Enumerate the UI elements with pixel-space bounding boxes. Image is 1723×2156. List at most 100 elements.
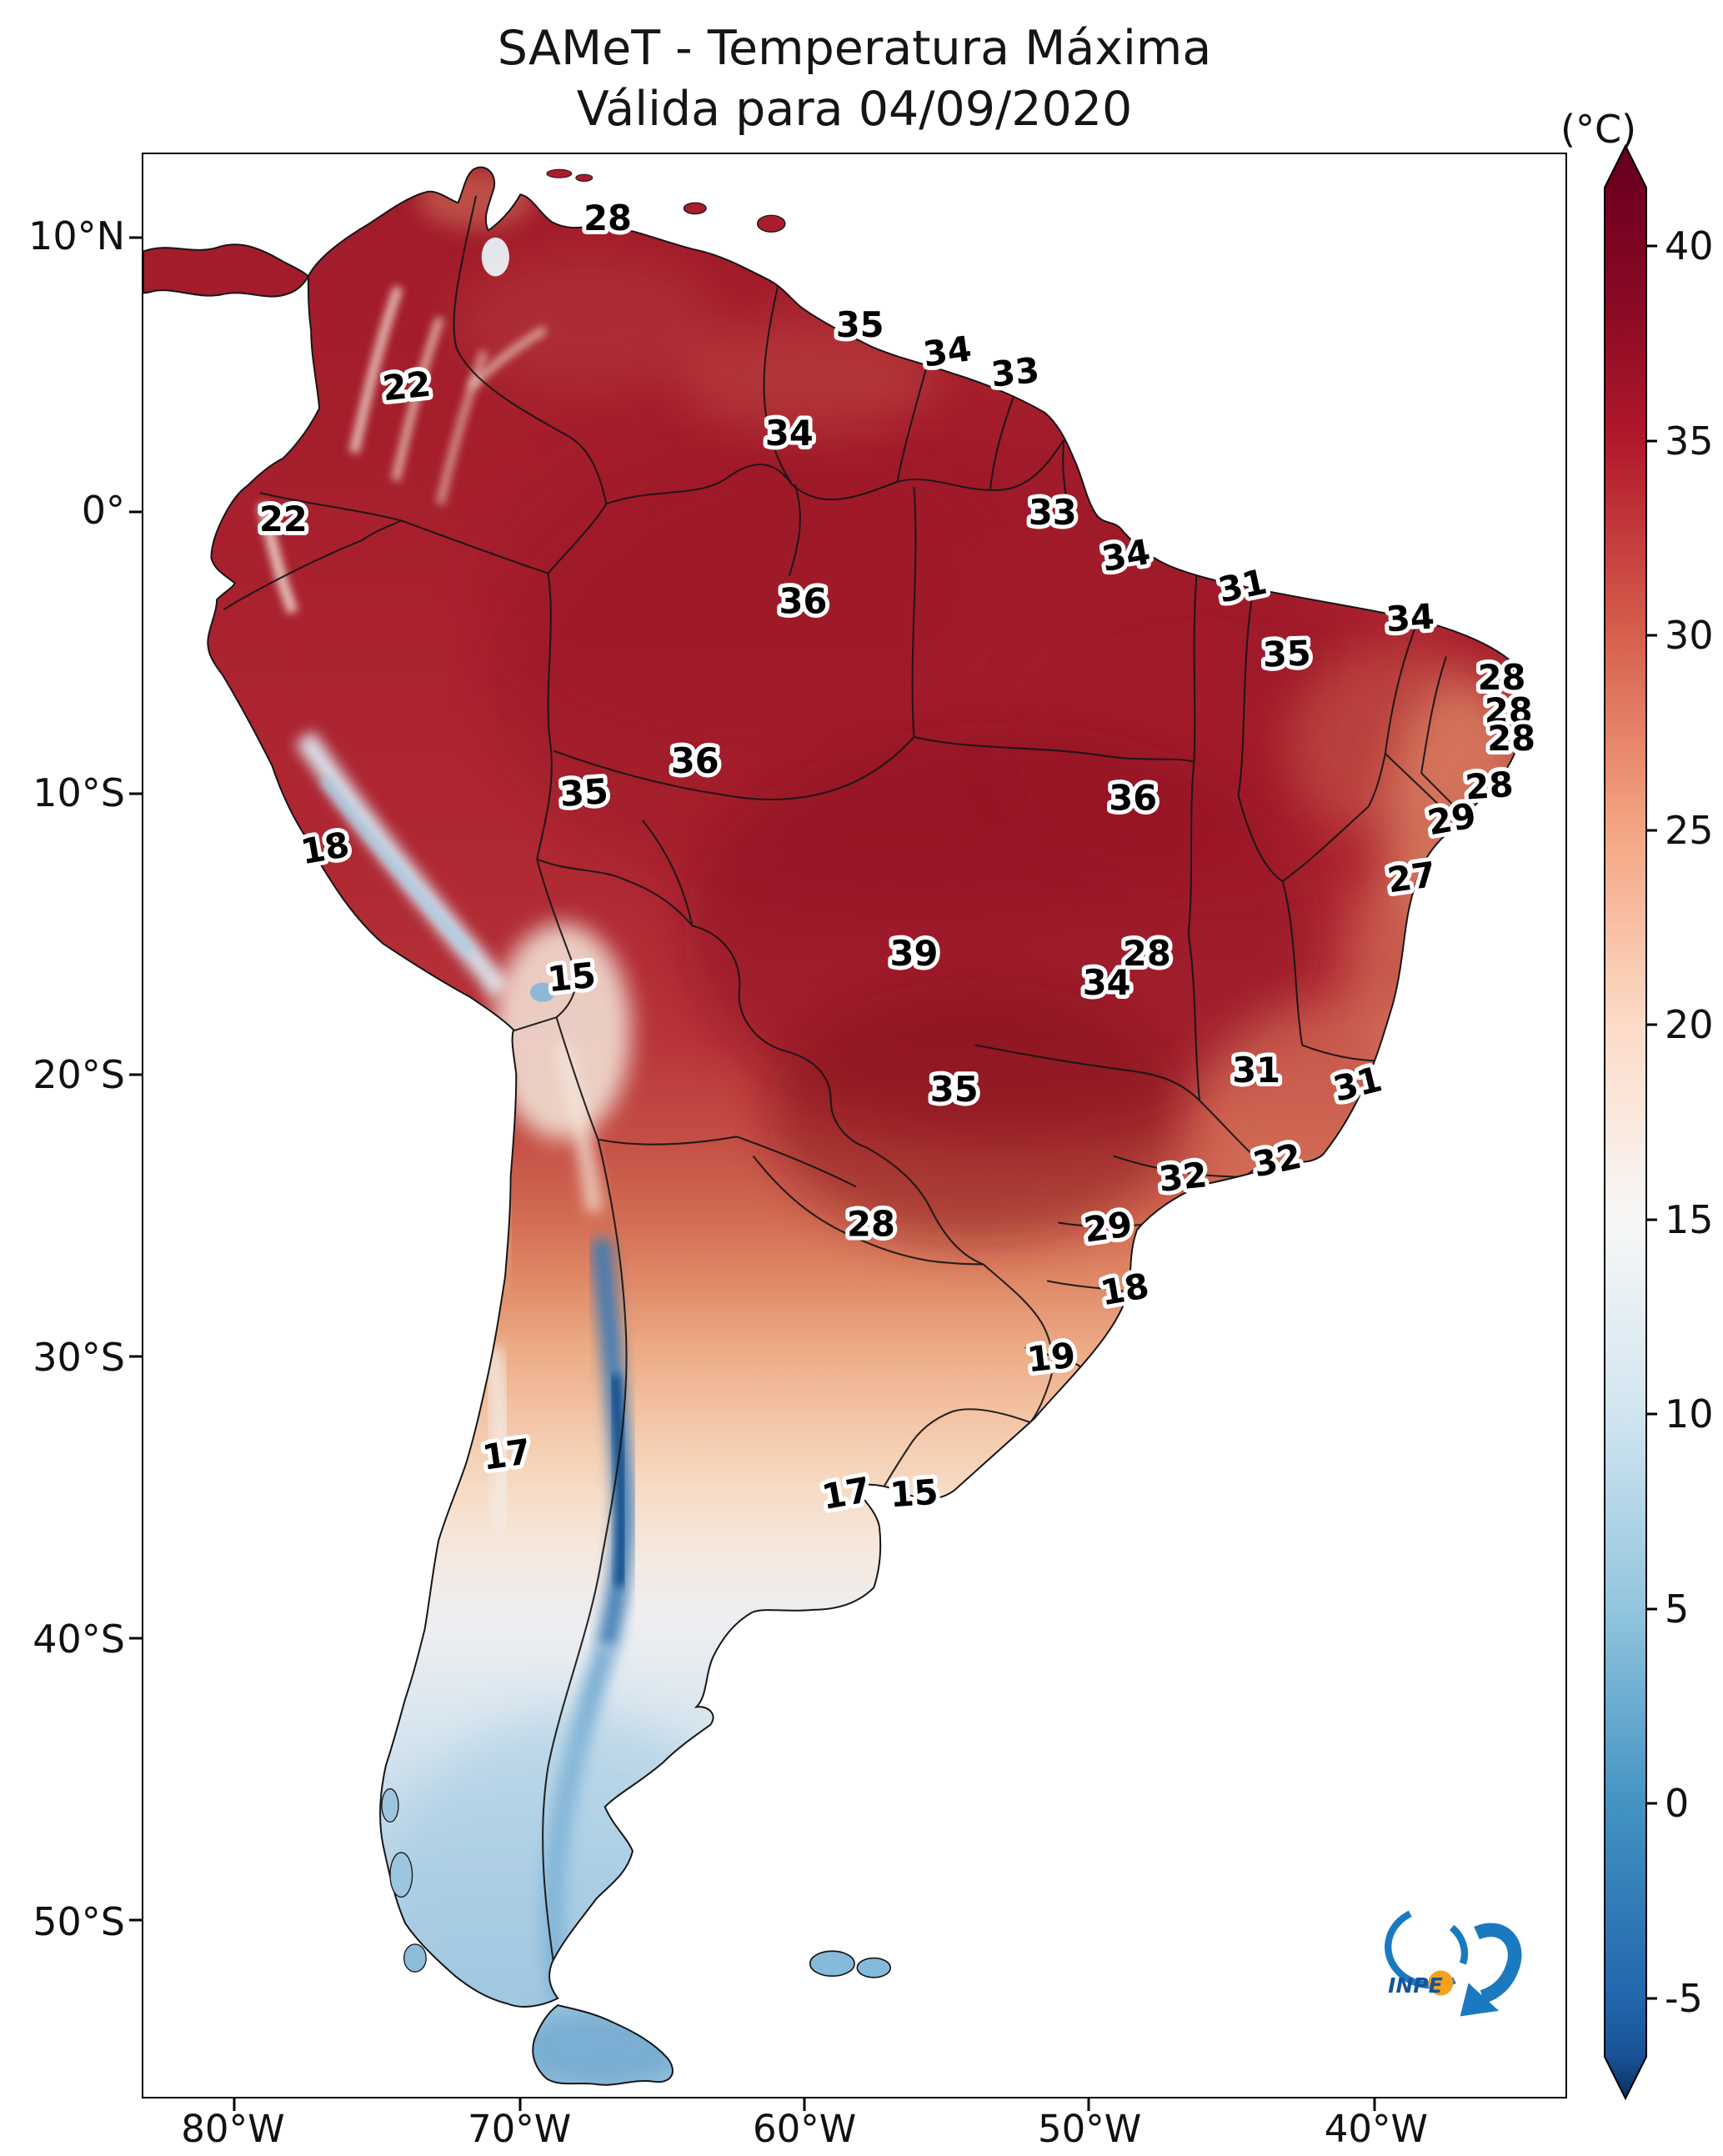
station-temp-label: 28 <box>1123 933 1171 974</box>
station-temp-label: 29 <box>1425 795 1479 843</box>
temperature-field <box>257 168 1520 2085</box>
colorbar-tick-label: 20 <box>1665 1002 1714 1048</box>
chart-title: SAMeT - Temperatura Máxima Válida para 0… <box>142 18 1567 140</box>
colorbar-tick-mark <box>1646 1607 1657 1611</box>
station-temp-label: 15 <box>545 955 598 1000</box>
y-tick-mark <box>129 1073 142 1076</box>
station-temp-label: 28 <box>1485 690 1533 731</box>
station-temp-label: 36 <box>1109 778 1157 819</box>
x-tick-mark <box>1373 2098 1376 2111</box>
x-axis: 80°W 70°W 60°W 50°W 40°W <box>142 2110 1567 2153</box>
y-tick-mark <box>129 1918 142 1922</box>
station-temp-label: 35 <box>558 770 609 815</box>
colorbar-tick-mark <box>1646 829 1657 832</box>
island-falkland-west <box>809 1950 855 1978</box>
station-temp-label: 29 <box>1081 1203 1134 1251</box>
lake-maracaibo <box>481 237 509 277</box>
station-temp-label: 34 <box>765 413 814 454</box>
station-temp-label: 33 <box>1029 492 1077 533</box>
x-tick-mark <box>1087 2098 1090 2111</box>
x-tick-label: 60°W <box>753 2107 857 2151</box>
station-temp-label: 32 <box>1157 1154 1210 1200</box>
x-tick-label: 40°W <box>1324 2107 1428 2151</box>
country-borders <box>223 195 1472 1964</box>
station-temp-label: 35 <box>930 1069 979 1110</box>
y-tick-mark <box>129 236 142 239</box>
colorbar-unit-label: (°C) <box>1560 107 1637 152</box>
y-tick-label: 10°S <box>33 770 125 815</box>
station-temp-label: 28 <box>1478 657 1526 698</box>
station-temp-label: 27 <box>1385 854 1438 901</box>
island-falkland-east <box>856 1957 892 1978</box>
y-tick-mark <box>129 1355 142 1358</box>
y-tick-label: 50°S <box>33 1898 125 1944</box>
y-tick-label: 20°S <box>33 1052 125 1098</box>
inpe-logo-arrowhead <box>1460 1983 1500 2017</box>
colorbar-tick-label: -5 <box>1665 1975 1703 2021</box>
station-temp-label: 35 <box>836 304 884 345</box>
colorbar-tick-mark <box>1646 244 1657 248</box>
x-tick-mark <box>518 2098 522 2111</box>
colorbar-tick-label: 15 <box>1665 1196 1714 1242</box>
x-tick-label: 50°W <box>1038 2107 1142 2151</box>
title-line2: Válida para 04/09/2020 <box>576 81 1133 137</box>
inpe-logo: INPE <box>1385 1910 1522 2017</box>
x-tick-label: 70°W <box>468 2107 572 2151</box>
islands <box>381 168 892 1978</box>
station-temp-label: 28 <box>847 1204 895 1245</box>
lake-titicaca <box>529 982 555 1002</box>
y-tick-label: 10°N <box>28 213 125 259</box>
station-temp-label: 22 <box>381 364 433 409</box>
station-temp-label: 31 <box>1232 1050 1280 1091</box>
colorbar-tick-label: 25 <box>1665 807 1714 853</box>
station-temp-label: 36 <box>779 580 828 621</box>
station-temp-label: 34 <box>920 328 974 375</box>
station-temp-label: 33 <box>989 349 1042 395</box>
island-chiloe <box>389 1852 413 1898</box>
inpe-logo-arrow <box>1474 1923 1522 2004</box>
y-tick-mark <box>129 1637 142 1640</box>
title-line1: SAMeT - Temperatura Máxima <box>497 21 1212 76</box>
colorbar: 40 35 30 25 20 15 10 5 0 -5 <box>1604 143 1714 2101</box>
station-temp-label: 17 <box>819 1469 873 1517</box>
station-temp-label: 35 <box>1262 633 1312 675</box>
y-tick-mark <box>129 510 142 514</box>
colorbar-tick-label: 30 <box>1665 613 1714 659</box>
station-temp-label: 19 <box>1025 1335 1078 1381</box>
station-temp-label: 15 <box>889 1472 939 1516</box>
inpe-logo-orbit-2 <box>1449 1924 1469 1965</box>
island-trinidad <box>756 214 786 233</box>
station-temp-label: 28 <box>584 198 632 238</box>
station-temp-label: 18 <box>1098 1265 1152 1313</box>
colorbar-tick-mark <box>1646 1218 1657 1221</box>
colorbar-tick-mark <box>1646 1412 1657 1416</box>
y-tick-label: 0° <box>81 488 125 534</box>
station-temp-label: 34 <box>1385 595 1435 639</box>
colorbar-tick-label: 10 <box>1665 1391 1714 1437</box>
colorbar-ticks: 40 35 30 25 20 15 10 5 0 -5 <box>1605 146 1714 2098</box>
y-tick-mark <box>129 792 142 795</box>
station-temp-label: 18 <box>298 824 352 872</box>
colorbar-tick-label: 0 <box>1665 1781 1690 1827</box>
station-temp-label: 36 <box>671 740 719 781</box>
colorbar-tick-label: 5 <box>1665 1586 1690 1632</box>
colorbar-tick-mark <box>1646 439 1657 443</box>
colorbar-tick-mark <box>1646 1997 1657 2000</box>
station-temp-label: 28 <box>1487 718 1535 759</box>
colorbar-tick-mark <box>1646 1023 1657 1026</box>
station-temp-label: 34 <box>1099 531 1153 579</box>
x-tick-label: 80°W <box>181 2107 285 2151</box>
station-temp-label: 34 <box>1083 962 1131 1003</box>
inpe-logo-satellite-dot <box>1428 1970 1454 1996</box>
colorbar-gradient <box>1604 143 1647 2101</box>
y-tick-label: 40°S <box>33 1617 125 1662</box>
y-axis: 10°N 0° 10°S 20°S 30°S 40°S 50°S <box>0 153 125 2098</box>
station-temp-label: 39 <box>890 933 939 974</box>
x-tick-mark <box>233 2098 236 2111</box>
station-temp-label: 32 <box>1250 1136 1305 1186</box>
station-temp-label: 22 <box>259 499 308 539</box>
inpe-logo-text: INPE <box>1388 1973 1442 1998</box>
